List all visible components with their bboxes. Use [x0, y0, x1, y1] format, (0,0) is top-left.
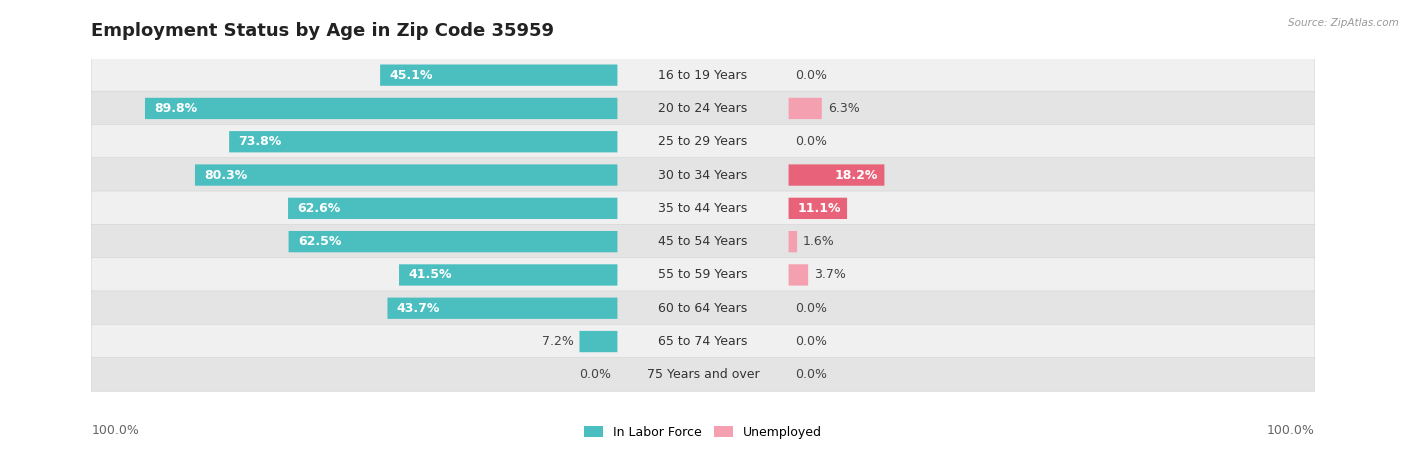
Text: 20 to 24 Years: 20 to 24 Years: [658, 102, 748, 115]
Text: 100.0%: 100.0%: [91, 423, 139, 436]
Text: 73.8%: 73.8%: [239, 135, 281, 148]
FancyBboxPatch shape: [91, 125, 1315, 159]
Text: 80.3%: 80.3%: [204, 169, 247, 181]
Text: 35 to 44 Years: 35 to 44 Years: [658, 202, 748, 215]
Text: 18.2%: 18.2%: [835, 169, 879, 181]
Text: 11.1%: 11.1%: [797, 202, 841, 215]
Text: 75 Years and over: 75 Years and over: [647, 369, 759, 381]
Text: 25 to 29 Years: 25 to 29 Years: [658, 135, 748, 148]
FancyBboxPatch shape: [579, 331, 617, 352]
Text: 60 to 64 Years: 60 to 64 Years: [658, 302, 748, 315]
FancyBboxPatch shape: [789, 98, 823, 119]
Text: 89.8%: 89.8%: [155, 102, 197, 115]
Text: 7.2%: 7.2%: [541, 335, 574, 348]
Text: 0.0%: 0.0%: [794, 335, 827, 348]
Text: 0.0%: 0.0%: [794, 369, 827, 381]
Legend: In Labor Force, Unemployed: In Labor Force, Unemployed: [579, 421, 827, 444]
Text: 45 to 54 Years: 45 to 54 Years: [658, 235, 748, 248]
FancyBboxPatch shape: [288, 231, 617, 252]
Text: Employment Status by Age in Zip Code 35959: Employment Status by Age in Zip Code 359…: [91, 22, 554, 40]
FancyBboxPatch shape: [91, 358, 1315, 392]
Text: 65 to 74 Years: 65 to 74 Years: [658, 335, 748, 348]
FancyBboxPatch shape: [789, 264, 808, 286]
Text: 6.3%: 6.3%: [828, 102, 859, 115]
Text: 55 to 59 Years: 55 to 59 Years: [658, 269, 748, 281]
Text: 3.7%: 3.7%: [814, 269, 846, 281]
Text: 62.5%: 62.5%: [298, 235, 342, 248]
Text: 100.0%: 100.0%: [1267, 423, 1315, 436]
FancyBboxPatch shape: [91, 324, 1315, 359]
FancyBboxPatch shape: [91, 291, 1315, 325]
FancyBboxPatch shape: [399, 264, 617, 286]
FancyBboxPatch shape: [91, 225, 1315, 259]
FancyBboxPatch shape: [380, 64, 617, 86]
FancyBboxPatch shape: [789, 164, 884, 186]
FancyBboxPatch shape: [91, 258, 1315, 292]
Text: 0.0%: 0.0%: [794, 135, 827, 148]
Text: 0.0%: 0.0%: [794, 302, 827, 315]
Text: 43.7%: 43.7%: [396, 302, 440, 315]
Text: 0.0%: 0.0%: [794, 69, 827, 81]
Text: 62.6%: 62.6%: [297, 202, 340, 215]
FancyBboxPatch shape: [229, 131, 617, 153]
FancyBboxPatch shape: [789, 198, 846, 219]
Text: 45.1%: 45.1%: [389, 69, 433, 81]
Text: 16 to 19 Years: 16 to 19 Years: [658, 69, 748, 81]
FancyBboxPatch shape: [91, 191, 1315, 225]
FancyBboxPatch shape: [91, 158, 1315, 192]
Text: Source: ZipAtlas.com: Source: ZipAtlas.com: [1288, 18, 1399, 28]
Text: 1.6%: 1.6%: [803, 235, 835, 248]
Text: 0.0%: 0.0%: [579, 369, 612, 381]
FancyBboxPatch shape: [91, 58, 1315, 92]
FancyBboxPatch shape: [91, 91, 1315, 126]
FancyBboxPatch shape: [789, 231, 797, 252]
Text: 41.5%: 41.5%: [408, 269, 451, 281]
FancyBboxPatch shape: [145, 98, 617, 119]
FancyBboxPatch shape: [288, 198, 617, 219]
FancyBboxPatch shape: [388, 297, 617, 319]
Text: 30 to 34 Years: 30 to 34 Years: [658, 169, 748, 181]
FancyBboxPatch shape: [195, 164, 617, 186]
